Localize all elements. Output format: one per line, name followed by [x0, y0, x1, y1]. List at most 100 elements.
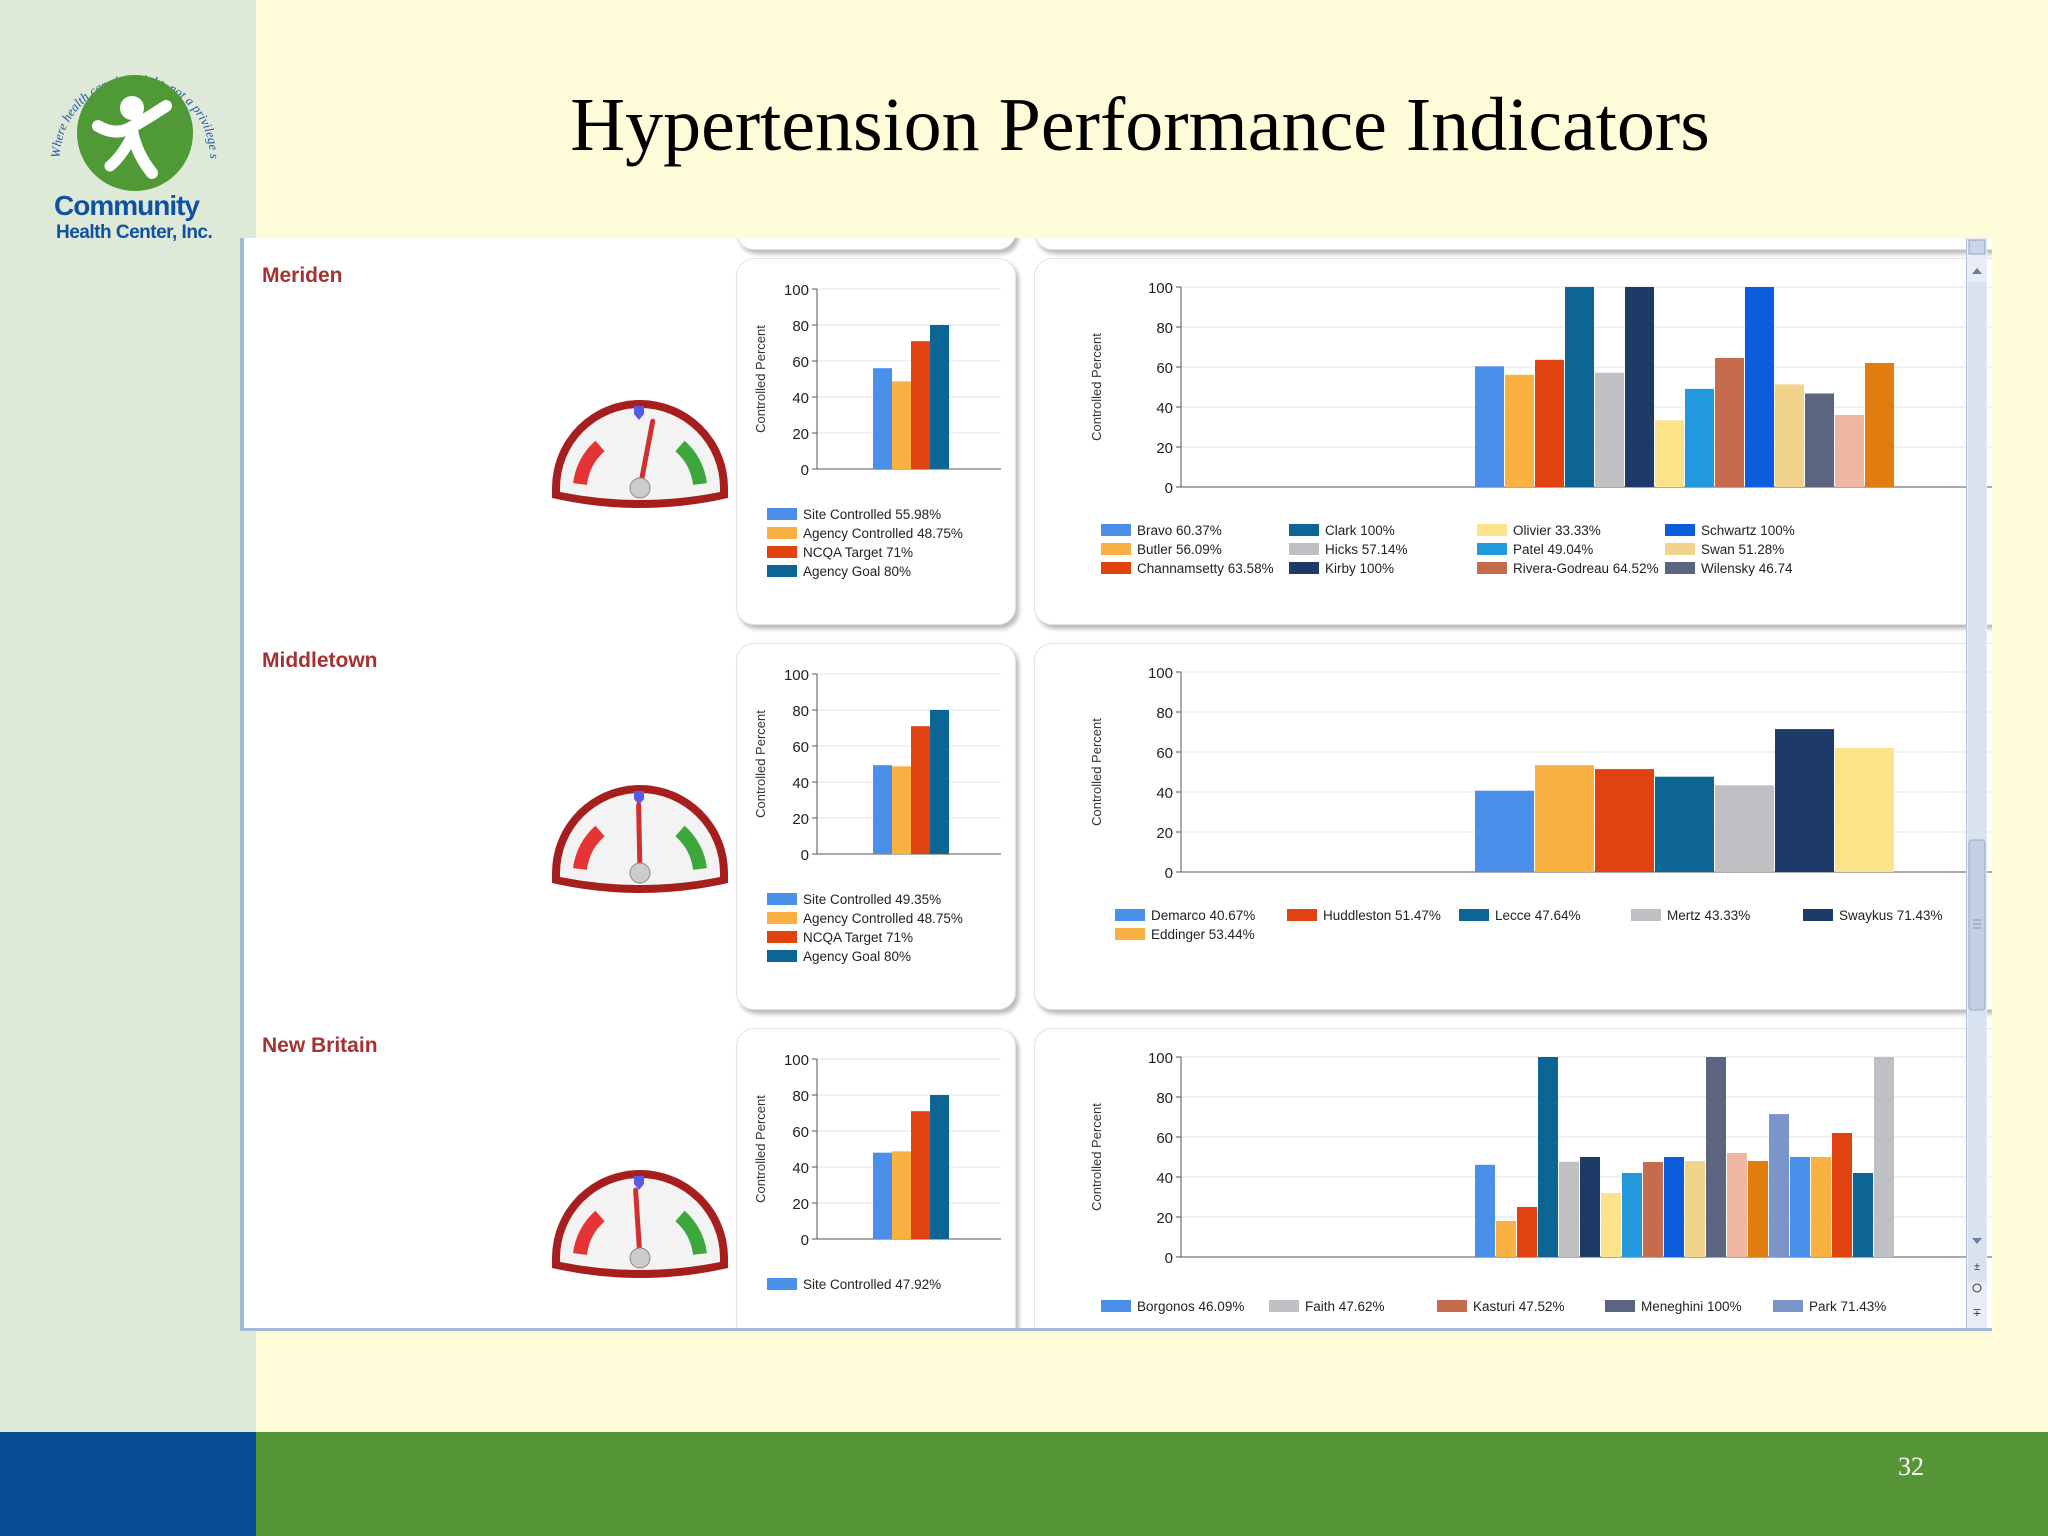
- logo: Where health care is a right, not a priv…: [37, 36, 230, 248]
- gauge-face: [560, 408, 720, 500]
- summary-y-tick-label: 100: [784, 282, 809, 299]
- site-label: Meriden: [262, 264, 343, 287]
- provider-legend-swatch: [1477, 562, 1507, 574]
- providers-y-tick-label: 40: [1156, 1170, 1173, 1187]
- providers-y-tick-label: 100: [1148, 1050, 1173, 1067]
- footer-bar: 32: [0, 1432, 2048, 1536]
- summary-card-top-partial: [736, 238, 1016, 250]
- providers-y-tick-label: 80: [1156, 705, 1173, 722]
- summary-y-tick-label: 60: [792, 739, 809, 756]
- gauge-red-zone: [573, 1210, 605, 1256]
- providers-y-tick-label: 60: [1156, 745, 1173, 762]
- summary-chart: Controlled Percent 0 20 40 60 80 100 Site Contr…: [753, 667, 1001, 964]
- providers-card: Controlled Percent 0 20 40 60 80 100 Borgonos 4…: [1034, 1028, 1992, 1328]
- site-label: New Britain: [262, 1034, 378, 1057]
- slide-number: 32: [1898, 1452, 1924, 1481]
- summary-card: Controlled Percent 0 20 40 60 80 100 Site Contr…: [736, 258, 1016, 625]
- provider-bar: [1622, 1173, 1642, 1257]
- providers-y-tick-label: 20: [1156, 1210, 1173, 1227]
- provider-legend-label: Butler 56.09%: [1137, 542, 1222, 557]
- provider-bar: [1580, 1157, 1600, 1257]
- summary-y-tick-label: 40: [792, 390, 809, 407]
- provider-bar: [1715, 358, 1744, 487]
- provider-bar: [1475, 1164, 1495, 1257]
- providers-chart: Controlled Percent 0 20 40 60 80 100 Bravo 60.3…: [1089, 280, 1992, 576]
- provider-bar: [1655, 420, 1684, 487]
- provider-legend-swatch: [1605, 1300, 1635, 1312]
- gauge-green-zone: [675, 825, 707, 871]
- summary-legend-label: Site Controlled 49.35%: [803, 892, 941, 907]
- provider-bar: [1715, 785, 1774, 872]
- providers-y-tick-label: 0: [1165, 480, 1173, 497]
- provider-bar: [1595, 769, 1654, 872]
- summary-y-tick-label: 0: [801, 847, 809, 864]
- summary-legend-label: Site Controlled 55.98%: [803, 507, 941, 522]
- provider-legend-swatch: [1289, 524, 1319, 536]
- provider-legend-label: Park 71.43%: [1809, 1299, 1886, 1314]
- gauge: [552, 1170, 728, 1278]
- summary-y-tick-label: 80: [792, 703, 809, 720]
- providers-y-tick-label: 20: [1156, 440, 1173, 457]
- provider-legend-swatch: [1665, 524, 1695, 536]
- vertical-scrollbar[interactable]: ± ∓: [1966, 238, 1987, 1328]
- summary-y-tick-label: 80: [792, 318, 809, 335]
- slide-title: Hypertension Performance Indicators: [570, 83, 1710, 167]
- summary-bar: [892, 766, 911, 855]
- providers-chart: Controlled Percent 0 20 40 60 80 100 Borgonos 4…: [1089, 1050, 1992, 1314]
- providers-y-tick-label: 0: [1165, 1250, 1173, 1267]
- provider-bar: [1811, 1157, 1831, 1257]
- summary-bar: [892, 1151, 911, 1240]
- provider-legend-label: Swaykus 71.43%: [1839, 908, 1943, 923]
- providers-y-tick-label: 80: [1156, 320, 1173, 337]
- provider-legend-swatch: [1437, 1300, 1467, 1312]
- provider-bar: [1790, 1157, 1810, 1257]
- provider-legend-label: Mertz 43.33%: [1667, 908, 1750, 923]
- summary-bar: [873, 368, 892, 469]
- provider-legend-label: Lecce 47.64%: [1495, 908, 1581, 923]
- provider-legend-label: Patel 49.04%: [1513, 542, 1593, 557]
- summary-legend-swatch: [767, 912, 797, 924]
- gauge-hub: [629, 1247, 651, 1269]
- providers-y-tick-label: 100: [1148, 280, 1173, 297]
- providers-y-tick-label: 60: [1156, 360, 1173, 377]
- provider-legend-label: Schwartz 100%: [1701, 523, 1795, 538]
- gauge-green-zone: [675, 1210, 707, 1256]
- left-band: [0, 0, 256, 1432]
- summary-bar: [930, 1095, 949, 1239]
- provider-legend-swatch: [1115, 928, 1145, 940]
- summary-legend-swatch: [767, 1278, 797, 1290]
- provider-legend-swatch: [1477, 524, 1507, 536]
- gauge: [552, 785, 728, 893]
- providers-chart: Controlled Percent 0 20 40 60 80 100 Demarco 40…: [1089, 665, 1992, 942]
- provider-bar: [1685, 1161, 1705, 1257]
- provider-legend-swatch: [1101, 1300, 1131, 1312]
- provider-bar: [1643, 1162, 1663, 1257]
- provider-legend-swatch: [1101, 562, 1131, 574]
- provider-legend-swatch: [1101, 543, 1131, 555]
- summary-chart: Controlled Percent 0 20 40 60 80 100 Site Contr…: [753, 1052, 1001, 1292]
- providers-card: Controlled Percent 0 20 40 60 80 100 Bravo 60.3…: [1034, 258, 1992, 625]
- provider-legend-label: Meneghini 100%: [1641, 1299, 1742, 1314]
- summary-legend-swatch: [767, 893, 797, 905]
- site-label: Middletown: [262, 649, 378, 672]
- summary-legend-label: Agency Goal 80%: [803, 949, 911, 964]
- summary-y-tick-label: 40: [792, 775, 809, 792]
- dashboard-panel: Meriden Controlled Percent 0 20 40 60 80 100 Sit…: [240, 238, 1992, 1331]
- provider-bar: [1775, 384, 1804, 487]
- provider-legend-label: Borgonos 46.09%: [1137, 1299, 1244, 1314]
- summary-card: Controlled Percent 0 20 40 60 80 100 Site Contr…: [736, 1028, 1016, 1328]
- gauge-needle: [633, 1187, 643, 1261]
- provider-bar: [1505, 374, 1534, 487]
- provider-bar: [1685, 388, 1714, 487]
- provider-bar: [1805, 393, 1834, 487]
- provider-legend-label: Olivier 33.33%: [1513, 523, 1601, 538]
- summary-y-tick-label: 80: [792, 1088, 809, 1105]
- summary-card: Controlled Percent 0 20 40 60 80 100 Site Contr…: [736, 643, 1016, 1010]
- provider-bar: [1832, 1133, 1852, 1257]
- providers-card: Controlled Percent 0 20 40 60 80 100 Demarco 40…: [1034, 643, 1992, 1010]
- provider-bar: [1535, 765, 1594, 872]
- provider-legend-swatch: [1289, 562, 1319, 574]
- summary-bar: [911, 1111, 930, 1239]
- summary-axis-label: Controlled Percent: [753, 1095, 768, 1203]
- summary-bar: [911, 341, 930, 469]
